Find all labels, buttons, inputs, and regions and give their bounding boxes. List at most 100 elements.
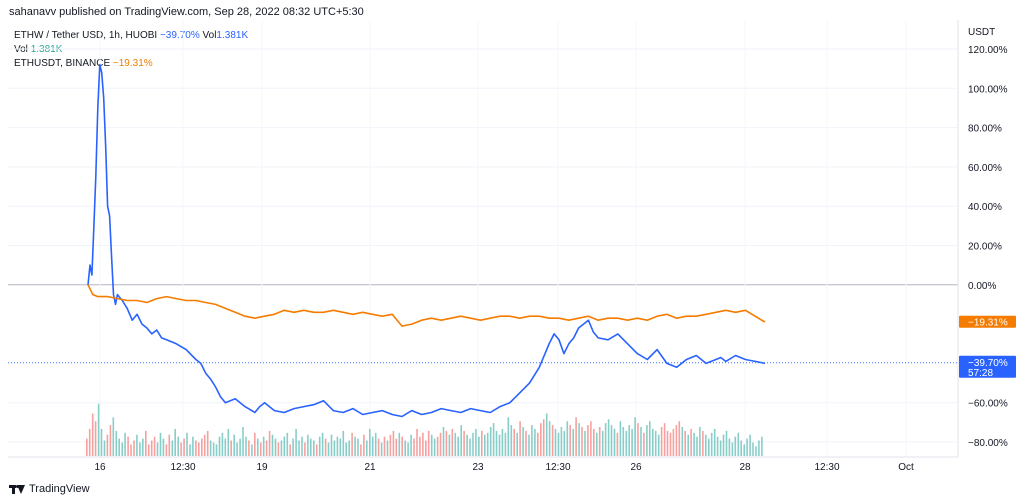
volume-bar bbox=[330, 434, 333, 456]
volume-bar bbox=[572, 428, 574, 456]
volume-bar bbox=[115, 430, 118, 456]
volume-bar bbox=[463, 430, 465, 456]
y-axis-unit: USDT bbox=[968, 27, 995, 38]
y-tick-label: 20.00% bbox=[968, 242, 1002, 253]
volume-bar bbox=[696, 436, 698, 456]
volume-bar bbox=[749, 434, 751, 456]
volume-bar bbox=[625, 430, 628, 456]
volume-bar bbox=[360, 444, 362, 456]
volume-bar bbox=[436, 436, 439, 456]
volume-bar bbox=[100, 428, 103, 456]
legend-row-ethw[interactable]: ETHW / Tether USD, 1h, HUOBI −39.70% Vol… bbox=[14, 29, 248, 43]
volume-bar bbox=[339, 438, 342, 456]
volume-bar bbox=[486, 432, 489, 456]
volume-bar bbox=[433, 438, 436, 456]
volume-bar bbox=[466, 434, 468, 456]
volume-bar bbox=[224, 438, 227, 456]
volume-bar bbox=[136, 434, 138, 456]
volume-bar bbox=[587, 425, 589, 456]
volume-bar bbox=[448, 434, 451, 456]
volume-bar bbox=[233, 434, 235, 456]
volume-bar bbox=[112, 417, 115, 456]
volume-bar bbox=[513, 428, 515, 456]
volume-bar bbox=[307, 434, 309, 456]
volume-bar bbox=[619, 421, 622, 456]
volume-bar bbox=[301, 436, 303, 456]
volume-bar bbox=[215, 444, 218, 456]
legend-ethw-label: ETHW / Tether USD, 1h, HUOBI bbox=[14, 30, 158, 41]
volume-bar bbox=[342, 430, 345, 456]
volume-bar bbox=[469, 438, 471, 456]
volume-bar bbox=[531, 425, 533, 456]
volume-bar bbox=[206, 430, 209, 456]
volume-bar bbox=[180, 442, 182, 456]
volume-bar bbox=[522, 427, 524, 456]
volume-bar bbox=[439, 432, 442, 456]
grid bbox=[8, 20, 958, 457]
volume-bar bbox=[548, 421, 551, 456]
volume-bar bbox=[610, 425, 613, 456]
volume-bar bbox=[699, 427, 701, 456]
y-tick-label: −80.00% bbox=[968, 438, 1008, 449]
price-chart[interactable]: USDT 120.00% 100.00% 80.00% 60.00% 40.00% 20.0… bbox=[0, 0, 1024, 480]
volume-bar bbox=[702, 430, 704, 456]
volume-bar bbox=[209, 440, 212, 456]
volume-bar bbox=[174, 428, 176, 456]
volume-bar bbox=[371, 436, 374, 456]
volume-bar bbox=[481, 430, 483, 456]
volume-bar bbox=[616, 432, 619, 456]
volume-bar bbox=[601, 430, 604, 456]
volume-bar bbox=[761, 436, 763, 456]
volume-bar bbox=[218, 436, 221, 456]
volume-bar bbox=[94, 421, 97, 456]
x-tick-label: 28 bbox=[739, 462, 751, 473]
volume-bar bbox=[737, 432, 740, 456]
y-tick-label: 80.00% bbox=[968, 124, 1002, 135]
x-axis: 16 12:30 19 21 23 12:30 26 28 12:30 Oct bbox=[8, 456, 958, 473]
footer: TradingView bbox=[9, 483, 90, 495]
volume-bar bbox=[746, 438, 748, 456]
x-tick-label: 26 bbox=[630, 462, 642, 473]
volume-bar bbox=[525, 430, 527, 456]
volume-bar bbox=[230, 440, 232, 456]
y-tick-label: 0.00% bbox=[968, 281, 996, 292]
x-tick-label: 21 bbox=[364, 462, 376, 473]
volume-bar bbox=[722, 434, 725, 456]
volume-bar bbox=[283, 436, 286, 456]
volume-bar bbox=[657, 434, 660, 456]
volume-bar bbox=[292, 438, 294, 456]
volume-bar bbox=[212, 442, 215, 456]
volume-bar bbox=[186, 432, 188, 456]
volume-bar bbox=[557, 432, 560, 456]
volume-bar bbox=[690, 428, 692, 456]
volume-bar bbox=[236, 442, 238, 456]
volume-bar bbox=[374, 432, 377, 456]
volume-bar bbox=[475, 428, 477, 456]
volume-bar bbox=[593, 428, 595, 456]
tradingview-logo-icon bbox=[9, 484, 25, 494]
x-tick-label: 12:30 bbox=[170, 462, 195, 473]
volume-bar bbox=[719, 440, 722, 456]
volume-bar bbox=[310, 438, 312, 456]
volume-bar bbox=[725, 430, 728, 456]
x-tick-label: 19 bbox=[256, 462, 268, 473]
volume-bar bbox=[286, 432, 289, 456]
volume-bar bbox=[713, 428, 716, 456]
volume-bar bbox=[127, 436, 129, 456]
volume-bar bbox=[295, 428, 297, 456]
volume-bar bbox=[254, 432, 256, 456]
volume-bar bbox=[537, 432, 539, 456]
volume-bar bbox=[333, 440, 336, 456]
volume-bar bbox=[404, 440, 406, 456]
volume-bar bbox=[133, 440, 135, 456]
x-tick-label: 23 bbox=[472, 462, 484, 473]
volume-bar bbox=[442, 427, 445, 456]
volume-bar bbox=[192, 436, 194, 456]
series-lines bbox=[87, 63, 766, 418]
legend-row-ethusdt[interactable]: ETHUSDT, BINANCE −19.31% bbox=[14, 57, 248, 71]
volume-bar bbox=[758, 440, 760, 456]
volume-bar bbox=[510, 425, 513, 456]
volume-bar bbox=[265, 440, 268, 456]
volume-bar bbox=[171, 440, 174, 456]
volume-bar bbox=[221, 432, 224, 456]
